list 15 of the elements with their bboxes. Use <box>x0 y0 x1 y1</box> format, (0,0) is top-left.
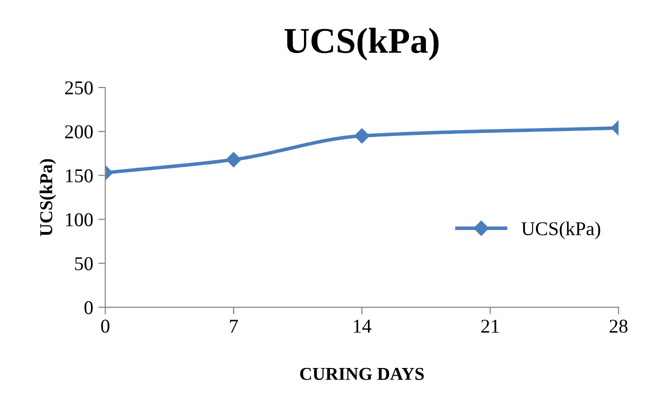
x-tick-label: 28 <box>610 320 628 333</box>
x-tick-label: 7 <box>230 320 238 333</box>
y-tick-label: 100 <box>66 213 93 226</box>
y-tick-label: 200 <box>65 125 93 138</box>
y-tick-label: 0 <box>84 301 93 314</box>
y-axis-title: UCS(kPa) <box>40 159 56 236</box>
x-tick-label: 0 <box>101 320 110 333</box>
y-tick-label: 250 <box>65 81 93 94</box>
chart-title: UCS(kPa) <box>284 28 439 60</box>
x-tick-label: 14 <box>354 320 372 333</box>
y-tick-label: 50 <box>75 257 93 270</box>
legend-label: UCS(kPa) <box>521 222 600 240</box>
x-tick-label: 21 <box>481 320 499 333</box>
y-tick-label: 150 <box>66 169 93 182</box>
x-axis-title: CURING DAYS <box>300 368 424 380</box>
